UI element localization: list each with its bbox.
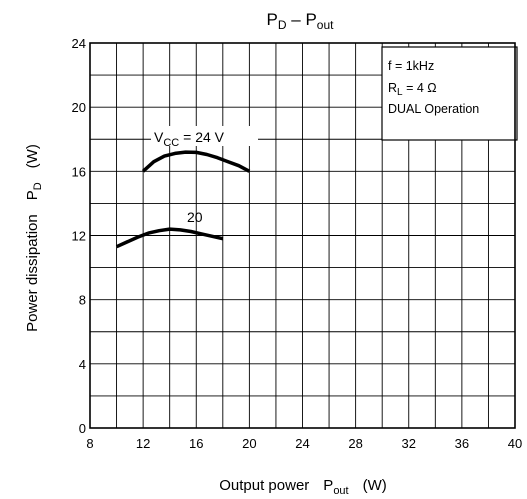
x-tick-label: 12 <box>136 436 150 451</box>
x-axis-label: Output power Pout (W) <box>219 477 387 497</box>
y-tick-label: 4 <box>79 357 86 372</box>
series-label-20: 20 <box>187 209 203 225</box>
series-line-vcc-24 <box>141 150 251 173</box>
y-tick-label: 16 <box>72 164 86 179</box>
y-tick-label: 20 <box>72 100 86 115</box>
y-tick-label: 8 <box>79 293 86 308</box>
annotation-load: RL = 4 Ω <box>388 81 437 98</box>
plot-border <box>89 42 516 429</box>
annotation-box-border <box>381 46 518 141</box>
x-tick-label: 16 <box>189 436 203 451</box>
y-axis-label: Power dissipationPD(W) <box>24 144 44 332</box>
x-tick-label: 36 <box>455 436 469 451</box>
annotation-mode: DUAL Operation <box>388 102 479 116</box>
x-tick-label: 40 <box>508 436 522 451</box>
x-tick-label: 24 <box>295 436 309 451</box>
series-label-vcc-24: VCC = 24 V <box>154 129 225 149</box>
y-tick-label: 24 <box>72 36 86 51</box>
chart-title: PD – Pout <box>267 10 335 32</box>
tick-labels: 8 12 16 20 24 28 32 36 40 0 4 8 12 16 20 24 <box>72 36 523 451</box>
annotation-frequency: f = 1kHz <box>388 59 434 73</box>
series-line-vcc-20 <box>115 227 224 249</box>
x-tick-label: 28 <box>348 436 362 451</box>
x-tick-label: 8 <box>86 436 93 451</box>
y-tick-label: 0 <box>79 421 86 436</box>
y-tick-label: 12 <box>72 229 86 244</box>
annotation-box: f = 1kHz RL = 4 Ω DUAL Operation <box>381 46 518 141</box>
x-tick-label: 20 <box>242 436 256 451</box>
vcc-label-background <box>151 126 258 146</box>
series-group <box>115 150 251 249</box>
x-tick-label: 32 <box>402 436 416 451</box>
